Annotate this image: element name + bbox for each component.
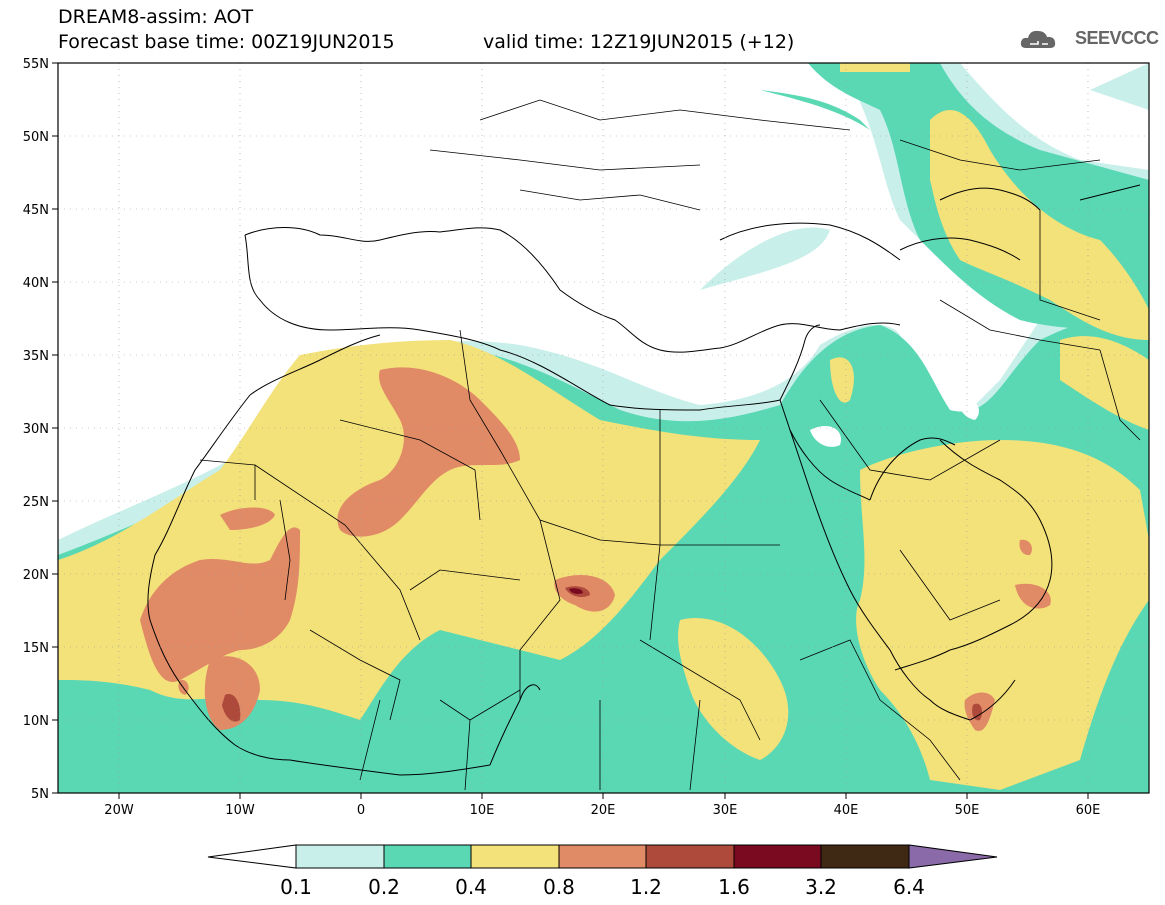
colorbar-label: 0.2 bbox=[368, 875, 400, 899]
colorbar-swatch bbox=[558, 844, 647, 869]
colorbar-swatch bbox=[733, 844, 822, 869]
lon-label: 50E bbox=[955, 803, 980, 818]
lon-label: 40E bbox=[834, 803, 859, 818]
valid-time-label: valid time: 12Z19JUN2015 (+12) bbox=[483, 31, 795, 53]
colorbar-swatch bbox=[908, 844, 998, 869]
lat-label: 5N bbox=[31, 787, 49, 802]
colorbar-label: 1.2 bbox=[630, 875, 662, 899]
colorbar-label: 0.4 bbox=[455, 875, 487, 899]
lat-label: 55N bbox=[23, 57, 49, 72]
logo-text: SEEVCCC bbox=[1075, 28, 1159, 48]
lon-label: 30E bbox=[713, 803, 738, 818]
lon-label: 60E bbox=[1076, 803, 1101, 818]
lat-label: 30N bbox=[23, 422, 49, 437]
colorbar bbox=[207, 844, 998, 869]
colorbar-label: 1.6 bbox=[718, 875, 750, 899]
colorbar-swatch bbox=[470, 844, 560, 869]
colorbar-label: 3.2 bbox=[805, 875, 837, 899]
colorbar-swatch bbox=[645, 844, 735, 869]
colorbar-swatch bbox=[383, 844, 472, 869]
axis-ticks bbox=[52, 62, 1089, 799]
coastlines bbox=[147, 184, 1141, 776]
colorbar-swatch bbox=[207, 844, 297, 869]
lat-label: 15N bbox=[23, 641, 49, 656]
lat-label: 35N bbox=[23, 349, 49, 364]
colorbar-swatch bbox=[820, 844, 910, 869]
colorbar-label: 6.4 bbox=[893, 875, 925, 899]
lon-label: 20W bbox=[104, 803, 134, 818]
lat-label: 40N bbox=[23, 276, 49, 291]
lat-label: 10N bbox=[23, 714, 49, 729]
aot-field bbox=[58, 63, 1149, 793]
cloud-icon bbox=[1020, 30, 1056, 48]
lat-label: 50N bbox=[23, 130, 49, 145]
lat-label: 25N bbox=[23, 495, 49, 510]
colorbar-label: 0.8 bbox=[543, 875, 575, 899]
lon-label: 0 bbox=[357, 803, 365, 818]
colorbar-swatch bbox=[295, 844, 385, 869]
map-title: DREAM8-assim: AOT bbox=[58, 6, 254, 28]
lon-label: 10W bbox=[225, 803, 255, 818]
lon-label: 10E bbox=[470, 803, 495, 818]
lat-label: 20N bbox=[23, 568, 49, 583]
lat-label: 45N bbox=[23, 203, 49, 218]
base-time-label: Forecast base time: 00Z19JUN2015 bbox=[58, 31, 395, 53]
colorbar-label: 0.1 bbox=[280, 875, 312, 899]
country-borders bbox=[199, 99, 1141, 791]
lon-label: 20E bbox=[591, 803, 616, 818]
